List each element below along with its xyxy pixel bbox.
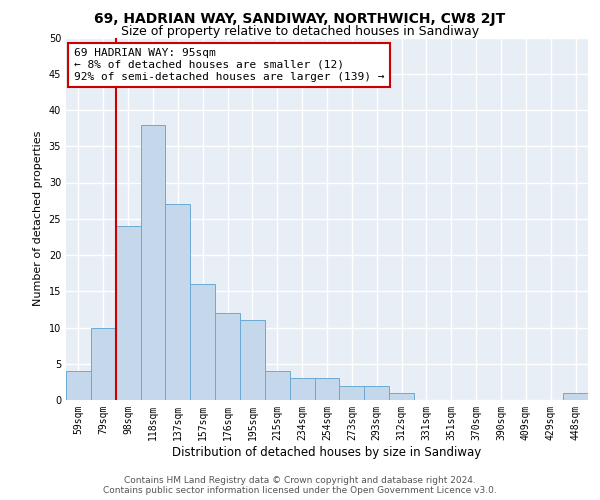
Bar (240, 320, 265, 400)
X-axis label: Distribution of detached houses by size in Sandiway: Distribution of detached houses by size … (172, 446, 482, 458)
Bar (290, 378, 314, 400)
Text: 69 HADRIAN WAY: 95sqm
← 8% of detached houses are smaller (12)
92% of semi-detac: 69 HADRIAN WAY: 95sqm ← 8% of detached h… (74, 48, 385, 82)
Bar (140, 124, 166, 400)
Bar (340, 386, 364, 400)
Bar (389, 393, 414, 400)
Text: Contains HM Land Registry data © Crown copyright and database right 2024.
Contai: Contains HM Land Registry data © Crown c… (103, 476, 497, 495)
Bar (314, 378, 340, 400)
Bar (91, 328, 116, 400)
Bar (563, 393, 588, 400)
Text: Size of property relative to detached houses in Sandiway: Size of property relative to detached ho… (121, 25, 479, 38)
Bar (66, 371, 91, 400)
Bar (116, 226, 140, 400)
Bar (265, 371, 290, 400)
Bar (190, 284, 215, 400)
Bar (364, 386, 389, 400)
Y-axis label: Number of detached properties: Number of detached properties (33, 131, 43, 306)
Text: 69, HADRIAN WAY, SANDIWAY, NORTHWICH, CW8 2JT: 69, HADRIAN WAY, SANDIWAY, NORTHWICH, CW… (94, 12, 506, 26)
Bar (166, 204, 190, 400)
Bar (215, 313, 240, 400)
